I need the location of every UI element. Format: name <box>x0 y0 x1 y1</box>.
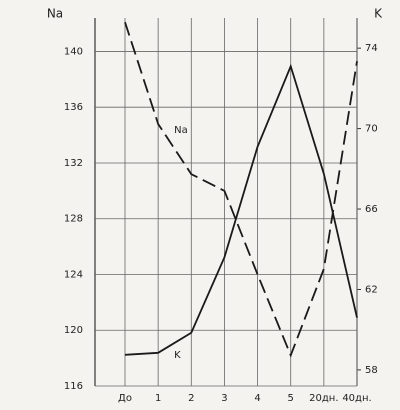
x-tick-label: 20дн. <box>309 393 338 404</box>
y-tick-label: 116 <box>64 381 83 392</box>
data-line <box>124 21 358 358</box>
data-line <box>124 63 358 356</box>
y-tick-label: 120 <box>64 325 83 336</box>
y-tick-label: 124 <box>64 269 83 280</box>
y-tick-label: 132 <box>64 158 83 169</box>
y-tick-label: 140 <box>64 46 83 57</box>
y2-tick-label: 66 <box>365 204 378 215</box>
y2-tick-label: 70 <box>365 124 378 135</box>
x-tick-label: 2 <box>188 393 194 404</box>
y2-axis-title: K <box>374 7 383 21</box>
x-tick-label: До <box>118 393 132 404</box>
x-tick-label: 3 <box>221 393 227 404</box>
series-label: Na <box>174 125 188 136</box>
y2-tick-label: 74 <box>365 43 378 54</box>
y-tick-label: 136 <box>64 102 83 113</box>
x-tick-label: 4 <box>254 393 260 404</box>
y2-tick-label: 58 <box>365 365 378 376</box>
x-tick-label: 1 <box>155 393 161 404</box>
y-axis-title: Na <box>47 7 63 21</box>
x-tick-label: 5 <box>288 393 294 404</box>
series-label: K <box>174 350 181 361</box>
y2-tick-label: 62 <box>365 284 378 295</box>
y-tick-label: 128 <box>64 214 83 225</box>
x-tick-label: 40дн. <box>342 393 371 404</box>
